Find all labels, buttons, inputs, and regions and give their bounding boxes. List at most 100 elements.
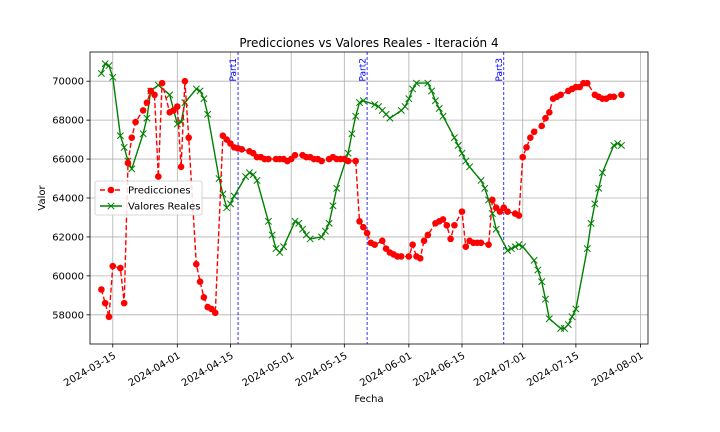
y-tick-label: 66000 (52, 155, 84, 166)
valores-reales-point (280, 243, 288, 251)
predicciones-point (519, 153, 527, 161)
valores-reales-point (120, 143, 128, 151)
predicciones-point (485, 241, 492, 249)
valores-reales-point (503, 247, 512, 255)
x-axis-label: Fecha (354, 394, 383, 405)
predicciones-point (447, 235, 454, 243)
part-label: Part3 (495, 58, 505, 82)
valores-reales-point (412, 79, 421, 87)
predicciones-point (489, 196, 496, 204)
predicciones-point (158, 79, 166, 87)
valores-reales-point (253, 176, 261, 185)
predicciones-point (196, 278, 204, 286)
valores-reales-point (264, 217, 272, 225)
legend-marker (107, 186, 115, 194)
predicciones-point (151, 91, 158, 99)
predicciones-line (100, 81, 622, 317)
valores-reales-point (583, 245, 591, 253)
valores-reales-point (591, 200, 599, 208)
valores-reales-point (97, 69, 105, 77)
valores-reales-point (143, 114, 151, 122)
predicciones-point (443, 221, 451, 229)
part-label: Part1 (229, 58, 239, 82)
valores-reales-point (435, 104, 443, 113)
predicciones-point (132, 118, 139, 126)
valores-reales-point (545, 315, 553, 323)
valores-reales-point (454, 141, 462, 149)
valores-reales-point (466, 163, 474, 171)
predicciones-point (363, 229, 371, 237)
valores-reales-point (348, 130, 356, 138)
series-predicciones (98, 77, 625, 321)
predicciones-point (523, 144, 530, 151)
series-valores-reales (97, 60, 625, 332)
predicciones-point (185, 134, 192, 141)
predicciones-point (504, 208, 511, 215)
valores-reales-point (439, 112, 447, 120)
predicciones-point (344, 157, 352, 165)
y-tick-label: 58000 (52, 310, 84, 321)
valores-reales-point (299, 225, 307, 233)
valores-reales-point (428, 87, 436, 95)
valores-reales-point (386, 114, 394, 122)
valores-reales-point (200, 95, 208, 103)
valores-reales-point (109, 73, 117, 81)
valores-reales-point (492, 225, 500, 233)
predicciones-point (200, 293, 208, 301)
predicciones-point (192, 260, 200, 268)
predicciones-point (120, 299, 128, 307)
valores-reales-point (306, 235, 314, 243)
valores-reales-point (409, 85, 417, 93)
predicciones-point (546, 109, 553, 116)
y-tick-label: 68000 (52, 116, 84, 127)
valores-reales-point (249, 171, 257, 179)
valores-reales-point (230, 192, 238, 200)
predicciones-point (174, 103, 181, 110)
valores-reales-point (538, 278, 546, 286)
valores-reales-point (192, 85, 200, 93)
valores-reales-point (568, 313, 576, 321)
valores-reales-point (317, 233, 326, 241)
part-label: Part2 (358, 58, 368, 82)
valores-reales-point (204, 110, 212, 118)
valores-reales-point (295, 219, 303, 227)
predicciones-point (101, 299, 109, 307)
valores-reales-point (325, 219, 333, 227)
predicciones-point (378, 237, 386, 245)
predicciones-point (360, 223, 367, 231)
valores-reales-point (196, 87, 204, 95)
valores-reales-point (462, 157, 470, 165)
predicciones-point (177, 163, 185, 171)
valores-reales-point (481, 184, 489, 192)
y-tick-label: 60000 (52, 271, 84, 282)
valores-reales-point (268, 231, 276, 239)
valores-reales-point (477, 176, 485, 185)
predicciones-point (238, 146, 246, 153)
valores-reales-point (116, 132, 124, 140)
valores-reales-point (424, 79, 432, 87)
predicciones-point (462, 243, 470, 250)
valores-reales-point (321, 227, 329, 235)
valores-reales-point (595, 184, 603, 192)
chart-title: Predicciones vs Valores Reales - Iteraci… (239, 36, 498, 50)
valores-reales-point (226, 200, 235, 208)
legend: Predicciones Valores Reales (94, 180, 203, 216)
valores-reales-point (166, 91, 174, 99)
predicciones-point (371, 241, 378, 249)
valores-reales-point (359, 97, 367, 105)
part-markers: Part1 Part2 Part3 (229, 52, 505, 344)
predicciones-point (538, 122, 546, 130)
predicciones-point (98, 286, 105, 293)
valores-reales-point (617, 141, 625, 149)
predicciones-point (124, 159, 132, 167)
predicciones-point (211, 309, 219, 317)
predicciones-point (409, 241, 416, 249)
predicciones-point (356, 218, 363, 225)
valores-reales-point (333, 184, 341, 192)
valores-reales-point (245, 169, 253, 177)
predicciones-point (416, 255, 424, 262)
predicciones-point (291, 151, 299, 159)
legend-label: Valores Reales (128, 202, 200, 213)
